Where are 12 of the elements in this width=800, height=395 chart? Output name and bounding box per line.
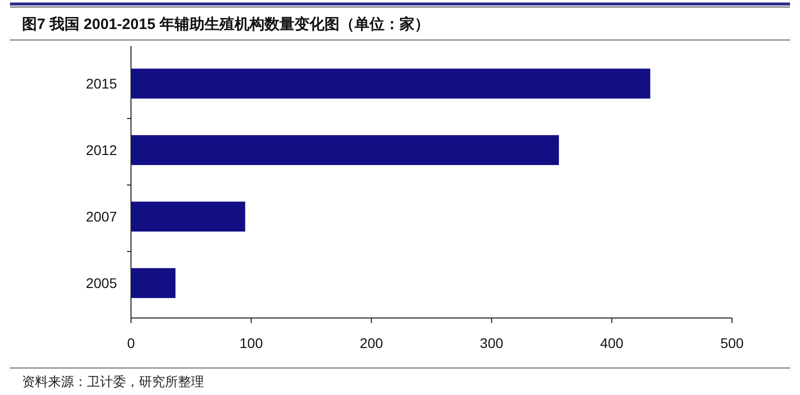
y-tick-label: 2015: [86, 76, 118, 92]
x-tick-label: 400: [600, 335, 624, 351]
y-tick-label: 2012: [86, 142, 118, 158]
text: 资料来源：卫计委，研究所整理: [22, 374, 204, 389]
x-tick-label: 500: [720, 335, 744, 351]
x-tick-label: 200: [360, 335, 384, 351]
y-tick-label: 2005: [86, 275, 118, 292]
x-tick-label: 100: [240, 335, 264, 351]
chart-title: 图7 我国 2001-2015 年辅助生殖机构数量变化图（单位：家）: [22, 15, 430, 33]
x-tick-label: 300: [480, 335, 504, 351]
x-tick-label: 0: [127, 335, 136, 351]
y-tick-label: 2007: [86, 208, 118, 225]
